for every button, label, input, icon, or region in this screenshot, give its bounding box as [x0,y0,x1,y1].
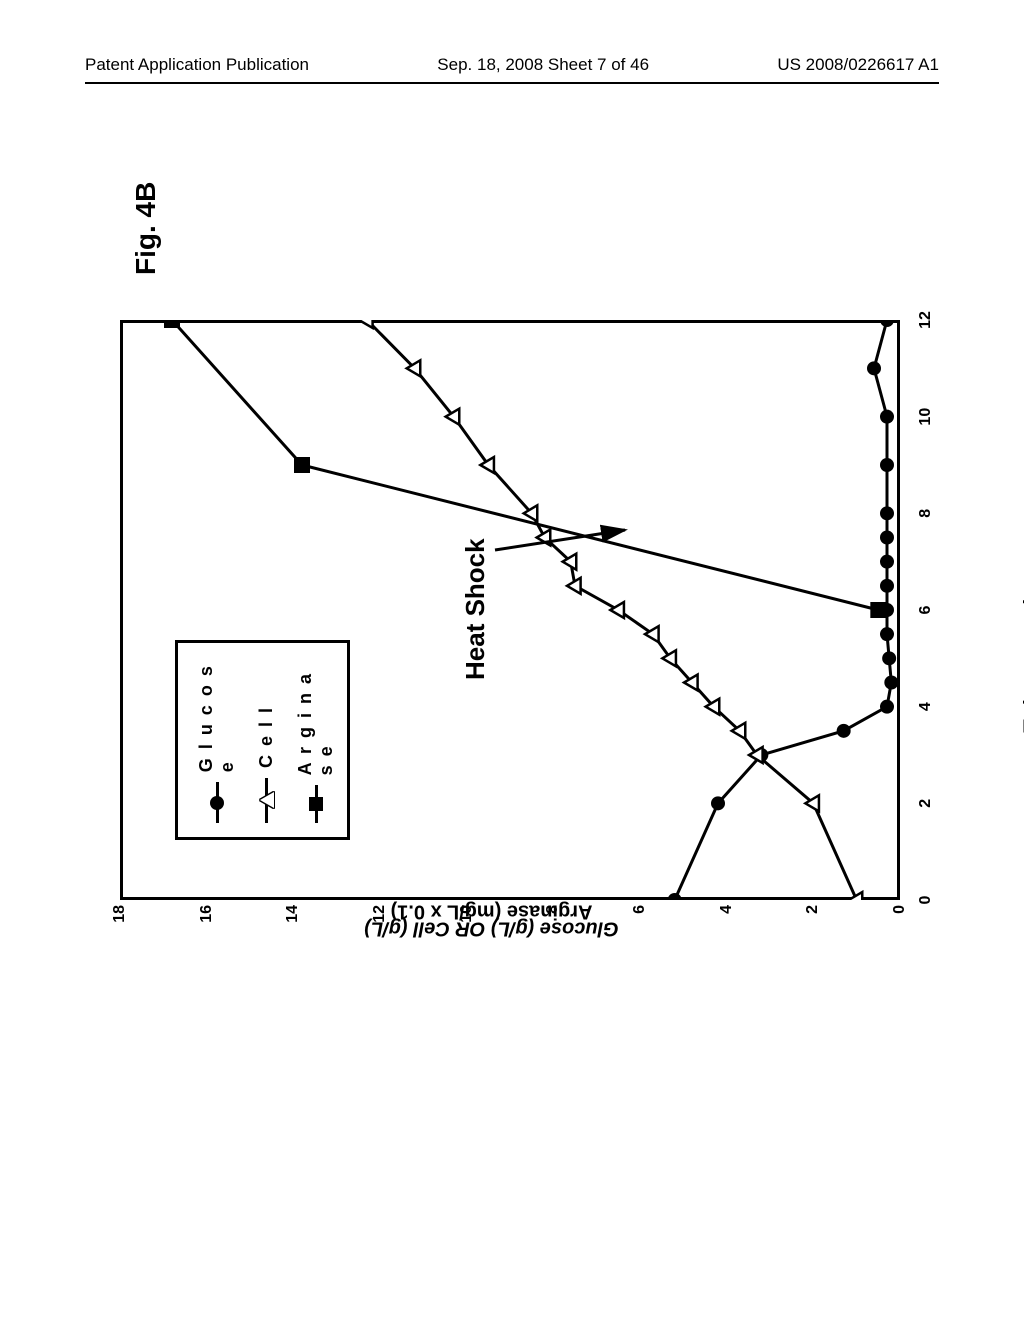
x-tick-label: 6 [917,595,935,625]
legend-item-arginase: A r g i n a s e [295,657,337,823]
header-patent-number: US 2008/0226617 A1 [777,55,939,75]
header-sheet-info: Sep. 18, 2008 Sheet 7 of 46 [437,55,649,75]
y-tick-label: 2 [804,905,822,935]
y-tick-label: 10 [458,905,476,935]
y-tick-label: 16 [198,905,216,935]
header-rule [85,82,939,84]
y-tick-label: 14 [284,905,302,935]
x-tick-label: 2 [917,788,935,818]
x-axis-label: T i m e , h [1019,587,1024,732]
arginase-series [164,320,886,618]
legend-box: G l u c o s e C e l l A r g i n a s e [175,640,350,840]
legend-label: C e l l [256,706,277,768]
chart-container: Glucose (g/L) OR Cell (g/L) Arginase (mg… [80,300,1024,1020]
heat-shock-annotation: Heat Shock [460,538,491,680]
header-publication: Patent Application Publication [85,55,309,75]
legend-item-glucose: G l u c o s e [196,657,238,823]
triangle-icon [260,793,274,809]
x-tick-label: 10 [917,402,935,432]
x-tick-label: 8 [917,498,935,528]
y-tick-label: 4 [718,905,736,935]
legend-marker-cell [265,778,268,823]
y-tick-label: 18 [111,905,129,935]
legend-marker-arginase [315,785,318,823]
x-tick-label: 12 [917,305,935,335]
x-tick-label: 4 [917,692,935,722]
chart-area: Glucose (g/L) OR Cell (g/L) Arginase (mg… [80,300,1024,1020]
figure-label: Fig. 4B [130,182,162,275]
legend-item-cell: C e l l [256,657,277,823]
x-tick-label: 0 [917,885,935,915]
legend-label: A r g i n a s e [295,657,337,775]
y-tick-label: 6 [631,905,649,935]
legend-label: G l u c o s e [196,657,238,772]
legend-marker-glucose [216,782,219,823]
square-icon [309,797,323,811]
glucose-series [668,320,899,900]
y-tick-label: 12 [371,905,389,935]
y-tick-label: 0 [891,905,909,935]
cell-series [359,320,862,900]
circle-icon [210,796,224,810]
y-tick-label: 8 [544,905,562,935]
page-header: Patent Application Publication Sep. 18, … [0,55,1024,75]
